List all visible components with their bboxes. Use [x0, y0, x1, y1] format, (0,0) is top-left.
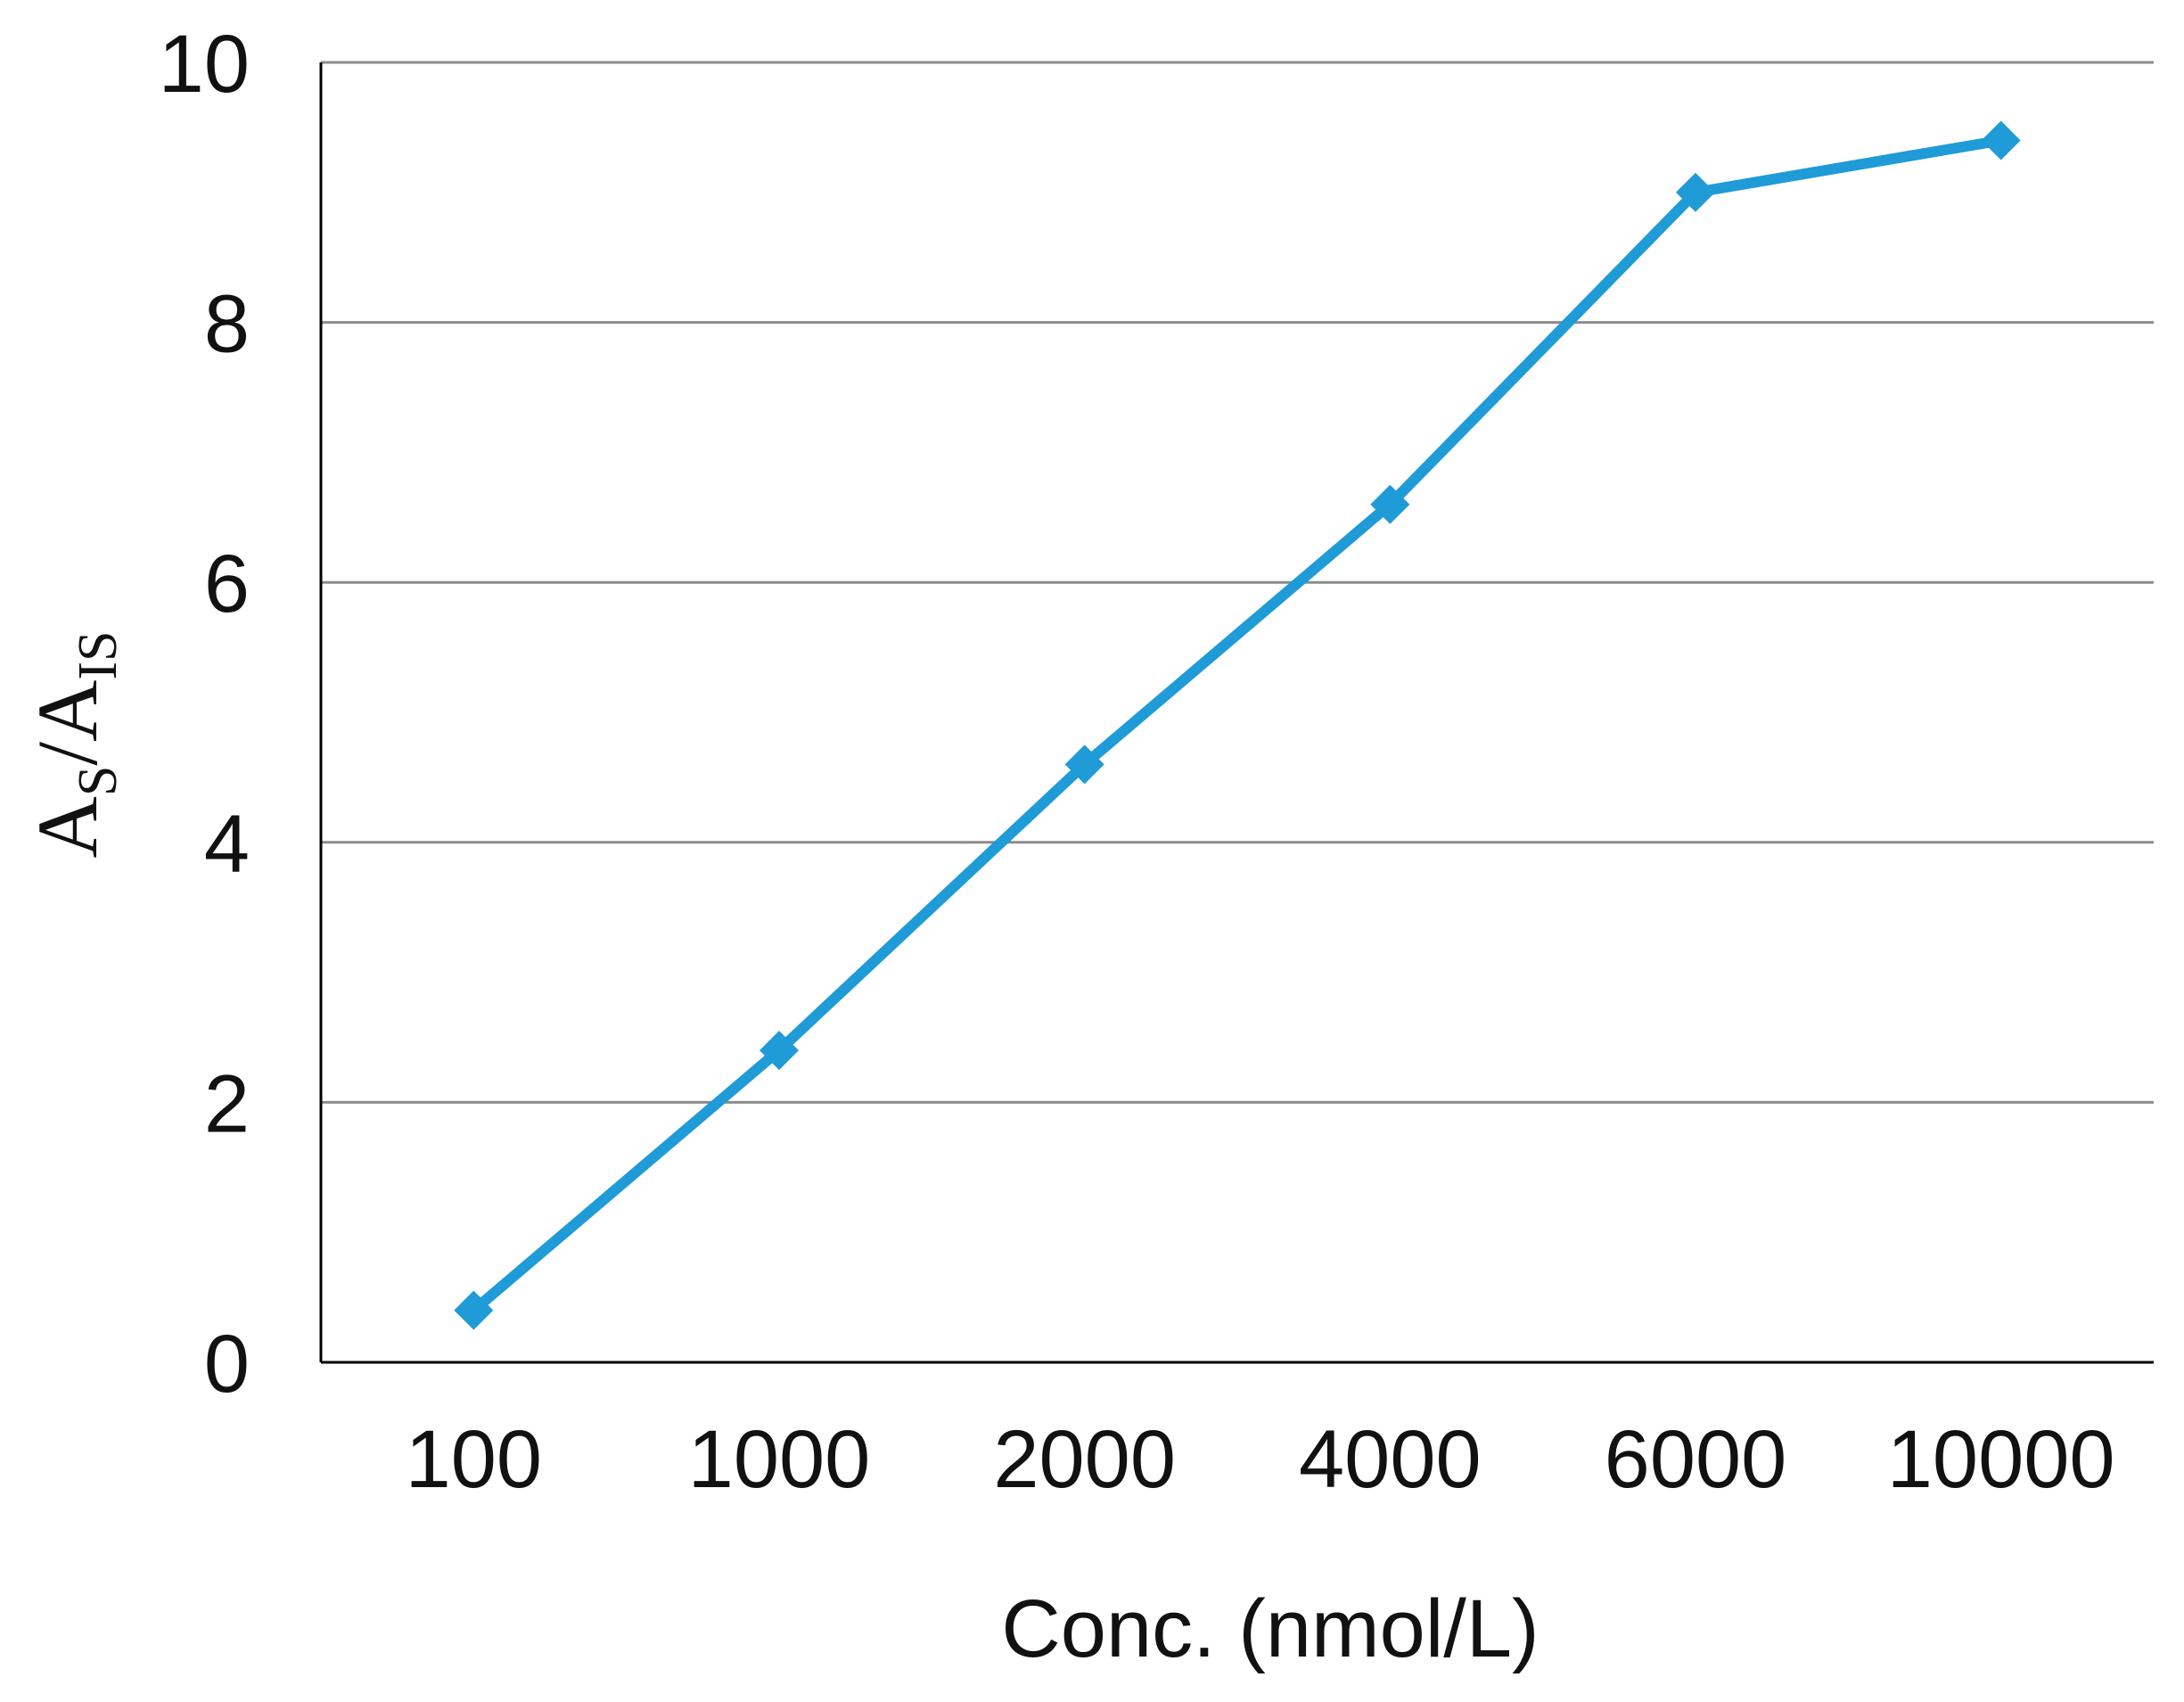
y-tick-label: 2	[204, 1058, 250, 1149]
x-tick-label: 6000	[1605, 1414, 1787, 1505]
y-axis-title-part: A	[20, 680, 115, 742]
y-axis-title-subscript: IS	[68, 631, 128, 680]
data-point-marker	[1981, 120, 2021, 160]
x-tick-labels: 100 1000 2000 4000 6000 10000	[406, 1414, 2115, 1505]
axes	[319, 62, 2154, 1364]
y-tick-label: 8	[204, 279, 250, 370]
y-tick-label: 4	[204, 799, 250, 890]
y-tick-labels: 0 2 4 6 8 10	[159, 19, 250, 1410]
y-axis-title-part: A	[20, 796, 115, 858]
x-tick-label: 100	[406, 1414, 543, 1505]
y-tick-label: 0	[204, 1319, 250, 1410]
x-tick-label: 4000	[1299, 1414, 1482, 1505]
y-tick-label: 10	[159, 19, 250, 110]
x-tick-label: 2000	[993, 1414, 1176, 1505]
x-tick-label: 1000	[688, 1414, 871, 1505]
y-axis-title-subscript: S	[68, 766, 128, 796]
data-point-marker	[759, 1031, 799, 1071]
x-axis-title: Conc. (nmol/L)	[1001, 1583, 1539, 1674]
y-axis-title: AS/AIS	[20, 631, 128, 859]
x-tick-label: 10000	[1887, 1414, 2115, 1505]
series-line	[468, 135, 2007, 1316]
data-series	[454, 120, 2021, 1330]
y-axis-title-separator: /	[20, 742, 115, 766]
data-point-marker	[1676, 172, 1715, 212]
data-point-marker	[1370, 484, 1410, 524]
gridlines	[321, 61, 2154, 1104]
data-point-marker	[1064, 744, 1104, 785]
y-tick-label: 6	[204, 539, 250, 629]
data-point-marker	[454, 1290, 494, 1330]
